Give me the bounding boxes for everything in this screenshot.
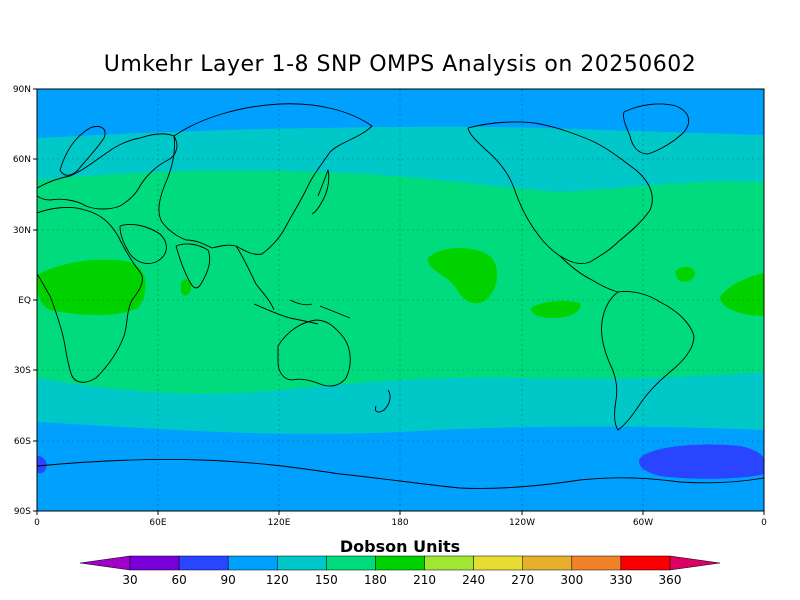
coast-central-america <box>559 255 619 293</box>
lon-label: 60W <box>633 518 653 528</box>
colorbar-tick-label: 300 <box>560 573 583 587</box>
lat-label: 30S <box>14 366 31 376</box>
longitude-labels: 0 60E 120E 180 120W 60W 0 <box>34 518 767 528</box>
patch-central-pacific <box>428 247 498 304</box>
colorbar-under-arrow <box>79 555 131 571</box>
colorbar-swatch <box>522 555 573 571</box>
lat-label: 90S <box>14 507 31 517</box>
lon-label: 120E <box>268 518 291 528</box>
lon-label: 60E <box>149 518 166 528</box>
colorbar-tick-label: 330 <box>609 573 632 587</box>
colorbar-swatch <box>277 555 327 571</box>
colorbar-swatch <box>129 555 180 571</box>
colorbar: 30 60 90 120 150 180 210 240 270 300 330 360 <box>79 555 721 587</box>
lat-label: 60S <box>14 437 31 447</box>
coast-new-zealand <box>375 389 391 413</box>
colorbar-over-arrow <box>669 555 721 571</box>
lat-label: 30N <box>13 226 31 236</box>
coast-asia <box>158 103 373 255</box>
patch-south-atlantic-low <box>639 444 764 479</box>
colorbar-tick-label: 210 <box>413 573 436 587</box>
colorbar-tick-label: 240 <box>462 573 485 587</box>
coast-south-america <box>601 291 695 431</box>
colorbar-swatch <box>424 555 474 571</box>
colorbar-tick-label: 60 <box>171 573 186 587</box>
colorbar-swatch <box>326 555 376 571</box>
coast-japan <box>311 169 330 215</box>
band-180-210 <box>37 170 764 394</box>
coast-greenland <box>623 103 690 155</box>
patch-east-pacific <box>530 300 581 318</box>
coast-arabia <box>119 223 167 265</box>
patch-edge-low <box>37 456 47 474</box>
colorbar-swatch <box>178 555 229 571</box>
coast-indonesia <box>253 299 351 325</box>
coast-europe <box>37 133 178 210</box>
coast-north-america <box>467 121 653 265</box>
colorbar-tick-label: 180 <box>364 573 387 587</box>
colorbar-swatch <box>375 555 425 571</box>
colorbar-title: Dobson Units <box>339 537 461 556</box>
page-title: Umkehr Layer 1-8 SNP OMPS Analysis on 20… <box>103 52 697 77</box>
patch-west-africa <box>720 273 764 316</box>
colorbar-tick-label: 270 <box>511 573 534 587</box>
colorbar-tick-label: 120 <box>266 573 289 587</box>
coastlines <box>37 103 764 489</box>
colorbar-tick-label: 150 <box>315 573 338 587</box>
patch-africa <box>37 259 146 315</box>
colorbar-tick-label: 360 <box>659 573 682 587</box>
gridlines <box>37 89 764 511</box>
patch-atlantic <box>675 266 696 282</box>
lat-label: EQ <box>18 296 31 306</box>
colorbar-tick-label: 90 <box>221 573 236 587</box>
latitude-labels: 90N 60N 30N EQ 30S 60S 90S <box>13 85 31 517</box>
tick-marks <box>33 88 765 515</box>
patch-arabian-sea <box>181 279 192 296</box>
lon-label: 180 <box>391 518 408 528</box>
coast-australia <box>277 319 351 387</box>
colorbar-swatch <box>620 555 671 571</box>
lon-label: 0 <box>34 518 40 528</box>
coast-africa <box>37 206 143 383</box>
ozone-field <box>37 89 764 511</box>
lat-label: 90N <box>13 85 31 95</box>
coast-scandinavia <box>59 126 106 176</box>
lon-label: 120W <box>509 518 535 528</box>
lon-label: 0 <box>761 518 767 528</box>
coast-india <box>175 243 211 289</box>
colorbar-tick-label: 30 <box>122 573 137 587</box>
lat-label: 60N <box>13 155 31 165</box>
colorbar-swatch <box>473 555 523 571</box>
coast-antarctica <box>37 459 764 489</box>
coast-indochina <box>235 245 275 311</box>
colorbar-swatch <box>571 555 622 571</box>
colorbar-swatch <box>227 555 278 571</box>
